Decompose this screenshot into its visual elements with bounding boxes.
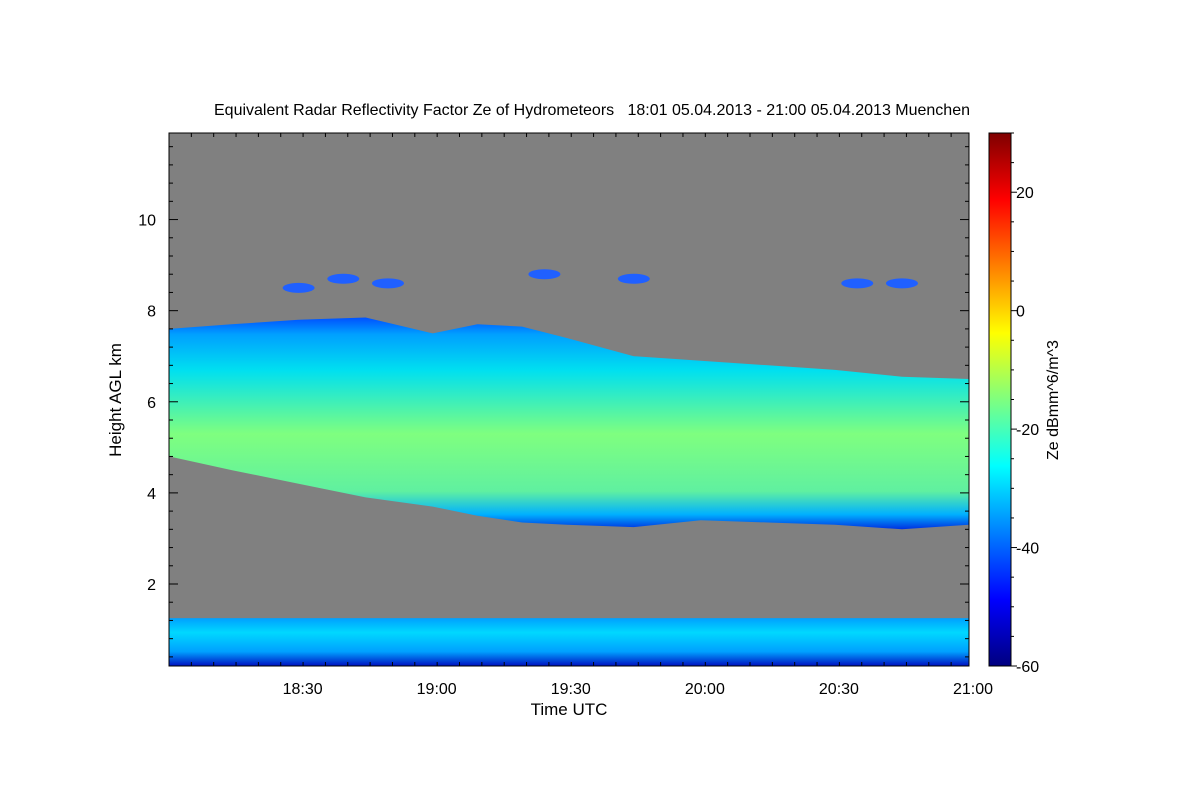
colorbar-tick-label: -20	[1016, 422, 1039, 439]
colorbar-tick-label: 0	[1016, 304, 1025, 321]
x-axis: 18:30 19:00 19:30 20:00 20:30 21:00	[168, 133, 993, 698]
x-axis-label: Time UTC	[531, 700, 608, 719]
upper-cloud-patches	[282, 269, 918, 293]
x-tick-label: 20:00	[685, 681, 725, 698]
colorbar-tick-label: 20	[1016, 185, 1034, 202]
boundary-layer	[169, 618, 969, 666]
upper-patch-0	[282, 282, 315, 293]
y-tick-label: 2	[147, 577, 156, 594]
upper-patch-3	[528, 269, 561, 280]
y-tick-label: 4	[147, 486, 156, 503]
colorbar: 20 0 -20 -40 -60	[988, 132, 1039, 676]
y-tick-label: 6	[147, 395, 156, 412]
y-tick-label: 10	[138, 213, 156, 230]
upper-patch-1	[327, 273, 360, 284]
colorbar-tick-label: -60	[1016, 659, 1039, 676]
y-axis-label: Height AGL km	[106, 343, 125, 457]
x-tick-label: 20:30	[819, 681, 859, 698]
colorbar-tick-label: -40	[1016, 541, 1039, 558]
chart-title: Equivalent Radar Reflectivity Factor Ze …	[214, 102, 970, 119]
upper-patch-5	[841, 278, 874, 289]
upper-patch-4	[617, 273, 650, 284]
upper-patch-6	[885, 278, 918, 289]
cloud-layer	[169, 317, 969, 530]
colorbar-ramp	[988, 132, 1012, 667]
x-tick-label: 19:30	[551, 681, 591, 698]
colorbar-label: Ze dBmm^6/m^3	[1045, 340, 1062, 460]
x-tick-label: 21:00	[953, 681, 993, 698]
x-tick-label: 18:30	[283, 681, 323, 698]
y-axis: 2 4 6 8 10	[138, 146, 969, 658]
upper-patch-2	[371, 278, 404, 289]
x-tick-label: 19:00	[417, 681, 457, 698]
plot-area	[169, 133, 969, 666]
y-tick-label: 8	[147, 304, 156, 321]
plot-frame	[168, 132, 970, 667]
